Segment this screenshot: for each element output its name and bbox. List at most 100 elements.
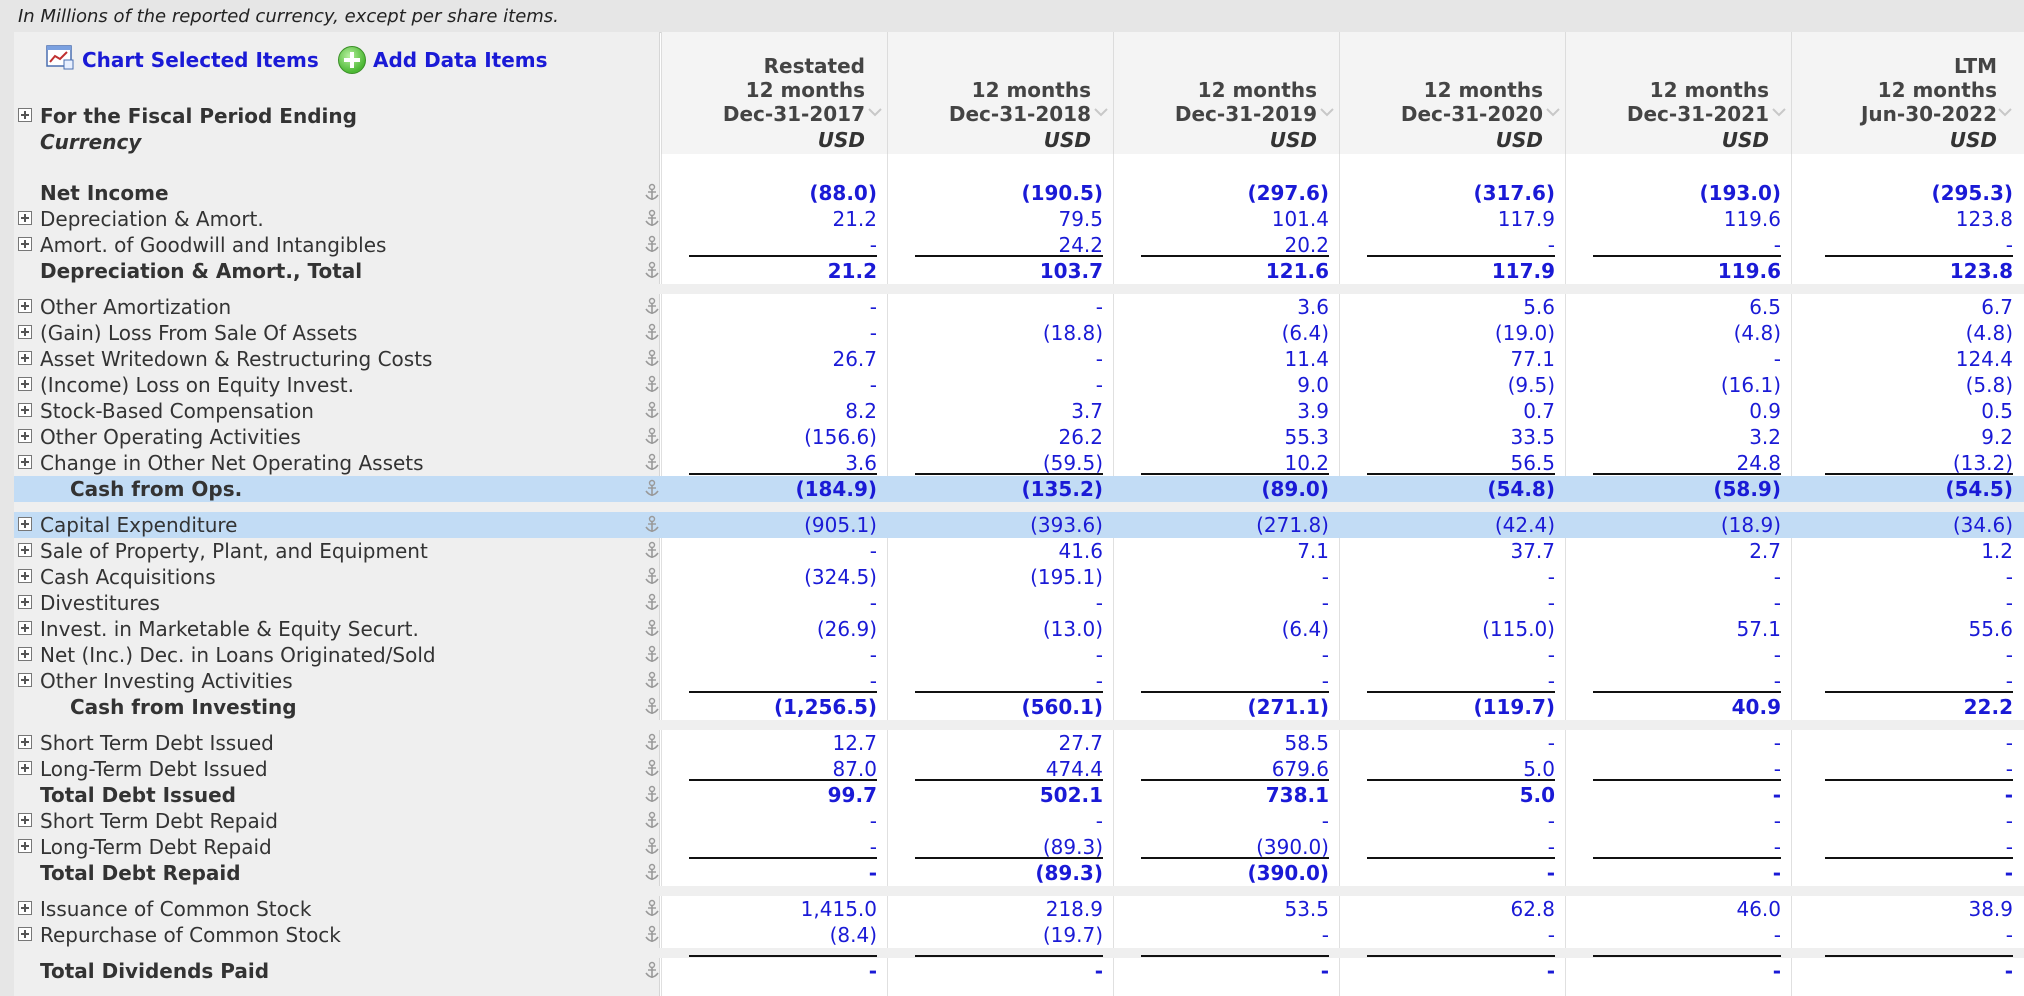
row-value: 3.2 [1749, 425, 1781, 449]
drilldown-anchor-icon[interactable] [643, 899, 661, 919]
expand-row-icon[interactable] [18, 927, 32, 941]
expand-row-icon[interactable] [18, 735, 32, 749]
drilldown-anchor-icon[interactable] [643, 401, 661, 421]
expand-row-icon[interactable] [18, 839, 32, 853]
column-header[interactable]: Restated 12 months Dec-31-2017 USD [655, 54, 865, 152]
expand-row-icon[interactable] [18, 299, 32, 313]
drilldown-anchor-icon[interactable] [643, 349, 661, 369]
drilldown-anchor-icon[interactable] [643, 515, 661, 535]
table-row[interactable]: Cash Acquisitions (324.5) (195.1) - - - - [14, 564, 2024, 590]
table-row[interactable]: (Income) Loss on Equity Invest. - - 9.0 (9.5… [14, 372, 2024, 398]
expand-row-icon[interactable] [18, 517, 32, 531]
table-row[interactable]: Asset Writedown & Restructuring Costs 26.… [14, 346, 2024, 372]
expand-row-icon[interactable] [18, 595, 32, 609]
expand-row-icon[interactable] [18, 325, 32, 339]
column-header[interactable]: 12 months Dec-31-2018 USD [881, 54, 1091, 152]
drilldown-anchor-icon[interactable] [643, 733, 661, 753]
table-row[interactable]: Long-Term Debt Repaid - (89.3) (390.0) - - - [14, 834, 2024, 860]
drilldown-anchor-icon[interactable] [643, 209, 661, 229]
table-row[interactable]: Issuance of Common Stock 1,415.0 218.9 53.5… [14, 896, 2024, 922]
expand-row-icon[interactable] [18, 455, 32, 469]
expand-row-icon[interactable] [18, 237, 32, 251]
drilldown-anchor-icon[interactable] [643, 479, 661, 499]
column-menu-chevron-icon[interactable] [1319, 104, 1335, 120]
table-row[interactable]: Divestitures - - - - - - [14, 590, 2024, 616]
drilldown-anchor-icon[interactable] [643, 375, 661, 395]
drilldown-anchor-icon[interactable] [643, 453, 661, 473]
drilldown-anchor-icon[interactable] [643, 961, 661, 981]
drilldown-anchor-icon[interactable] [643, 261, 661, 281]
table-row[interactable]: Depreciation & Amort., Total 21.2 103.7 121… [14, 255, 2024, 284]
drilldown-anchor-icon[interactable] [643, 235, 661, 255]
drilldown-anchor-icon[interactable] [643, 671, 661, 691]
drilldown-anchor-icon[interactable] [643, 697, 661, 717]
row-value: 24.8 [1736, 451, 1781, 475]
table-row[interactable]: Total Debt Issued 99.7 502.1 738.1 5.0- - [14, 779, 2024, 808]
table-row[interactable]: Cash from Investing (1,256.5) (560.1) (271.… [14, 691, 2024, 720]
drilldown-anchor-icon[interactable] [643, 567, 661, 587]
expand-row-icon[interactable] [18, 569, 32, 583]
column-header[interactable]: 12 months Dec-31-2019 USD [1107, 54, 1317, 152]
expand-row-icon[interactable] [18, 813, 32, 827]
column-menu-chevron-icon[interactable] [1997, 104, 2013, 120]
drilldown-anchor-icon[interactable] [643, 759, 661, 779]
expand-all-icon[interactable] [18, 108, 32, 122]
drilldown-anchor-icon[interactable] [643, 183, 661, 203]
drilldown-anchor-icon[interactable] [643, 541, 661, 561]
drilldown-anchor-icon[interactable] [643, 323, 661, 343]
table-row[interactable]: Net (Inc.) Dec. in Loans Originated/Sold… [14, 642, 2024, 668]
table-row[interactable]: Long-Term Debt Issued 87.0 474.4 679.6 5.0 - - [14, 756, 2024, 782]
table-row[interactable]: (Gain) Loss From Sale Of Assets - (18.8) (6… [14, 320, 2024, 346]
column-menu-chevron-icon[interactable] [1545, 104, 1561, 120]
table-row[interactable]: Short Term Debt Issued 12.7 27.7 58.5 - - - [14, 730, 2024, 756]
chart-selected-items-link[interactable]: Chart Selected Items [82, 48, 319, 72]
drilldown-anchor-icon[interactable] [643, 427, 661, 447]
add-icon[interactable] [338, 46, 366, 74]
drilldown-anchor-icon[interactable] [643, 863, 661, 883]
table-row[interactable]: Other Operating Activities (156.6) 26.2 55.… [14, 424, 2024, 450]
drilldown-anchor-icon[interactable] [643, 837, 661, 857]
expand-row-icon[interactable] [18, 901, 32, 915]
table-row[interactable]: Change in Other Net Operating Assets 3.6 (… [14, 450, 2024, 476]
chart-icon[interactable] [46, 44, 74, 70]
table-row[interactable]: Total Dividends Paid - - - - - - [14, 955, 2024, 984]
table-row[interactable]: Other Investing Activities - - - - - - [14, 668, 2024, 694]
drilldown-anchor-icon[interactable] [643, 645, 661, 665]
column-menu-chevron-icon[interactable] [1771, 104, 1787, 120]
expand-row-icon[interactable] [18, 351, 32, 365]
table-row[interactable]: Short Term Debt Repaid - - - - - - [14, 808, 2024, 834]
expand-row-icon[interactable] [18, 403, 32, 417]
table-row[interactable]: Capital Expenditure (905.1) (393.6) (271.8)… [14, 512, 2024, 538]
expand-row-icon[interactable] [18, 621, 32, 635]
column-period-length: 12 months [971, 78, 1091, 102]
drilldown-anchor-icon[interactable] [643, 619, 661, 639]
column-header[interactable]: 12 months Dec-31-2020 USD [1333, 54, 1543, 152]
drilldown-anchor-icon[interactable] [643, 297, 661, 317]
table-row[interactable]: Depreciation & Amort. 21.2 79.5 101.4 117.9 1… [14, 206, 2024, 232]
drilldown-anchor-icon[interactable] [643, 593, 661, 613]
column-menu-chevron-icon[interactable] [867, 104, 883, 120]
column-header[interactable]: 12 months Dec-31-2021 USD [1559, 54, 1769, 152]
table-row[interactable]: Net Income (88.0) (190.5) (297.6) (317.6) (19… [14, 180, 2024, 206]
table-row[interactable]: Stock-Based Compensation 8.2 3.7 3.9 0.7 0.9 0… [14, 398, 2024, 424]
column-header[interactable]: LTM 12 months Jun-30-2022 USD [1787, 54, 1997, 152]
table-row[interactable]: Total Debt Repaid - (89.3) (390.0) - - - [14, 857, 2024, 886]
add-data-items-link[interactable]: Add Data Items [373, 48, 548, 72]
table-row[interactable]: Sale of Property, Plant, and Equipment - 4… [14, 538, 2024, 564]
expand-row-icon[interactable] [18, 211, 32, 225]
table-row[interactable]: Amort. of Goodwill and Intangibles - 24.2 2… [14, 232, 2024, 258]
column-menu-chevron-icon[interactable] [1093, 104, 1109, 120]
expand-row-icon[interactable] [18, 543, 32, 557]
table-row[interactable]: Repurchase of Common Stock (8.4) (19.7) - - -… [14, 922, 2024, 948]
table-row[interactable]: Cash from Ops. (184.9) (135.2) (89.0) (54.8)… [14, 473, 2024, 502]
expand-row-icon[interactable] [18, 647, 32, 661]
drilldown-anchor-icon[interactable] [643, 785, 661, 805]
expand-row-icon[interactable] [18, 673, 32, 687]
table-row[interactable]: Other Amortization - - 3.6 5.6 6.5 6.7 [14, 294, 2024, 320]
table-row[interactable]: Invest. in Marketable & Equity Securt. (2… [14, 616, 2024, 642]
expand-row-icon[interactable] [18, 761, 32, 775]
drilldown-anchor-icon[interactable] [643, 925, 661, 945]
drilldown-anchor-icon[interactable] [643, 811, 661, 831]
expand-row-icon[interactable] [18, 429, 32, 443]
expand-row-icon[interactable] [18, 377, 32, 391]
